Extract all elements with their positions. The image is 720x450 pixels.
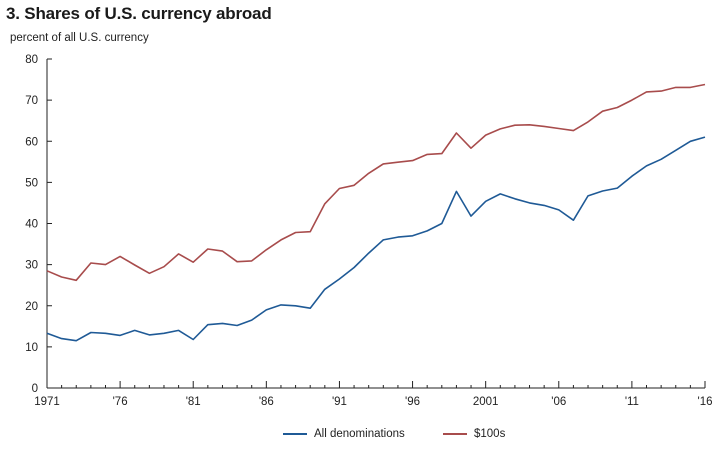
x-tick-label-2011: '11 — [625, 396, 639, 408]
x-tick-label-1991: '91 — [332, 396, 347, 408]
series-line-all-denominations — [46, 136, 706, 342]
y-tick-label-50: 50 — [25, 177, 38, 189]
x-tick-label-1986: '86 — [259, 396, 274, 408]
x-tick-label-1996: '96 — [405, 396, 420, 408]
y-tick-label-60: 60 — [25, 136, 38, 148]
legend-item-100s: $100s — [443, 428, 505, 440]
legend-label-100s: $100s — [474, 428, 506, 440]
legend: All denominations $100s — [0, 428, 720, 444]
legend-label-all-denominations: All denominations — [314, 428, 405, 440]
y-tick-label-80: 80 — [25, 54, 38, 66]
x-tick-label-2001: 2001 — [473, 396, 499, 408]
legend-item-all-denominations: All denominations — [283, 428, 405, 440]
x-tick-label-1976: '76 — [113, 396, 128, 408]
y-tick-label-20: 20 — [25, 301, 38, 313]
y-tick-label-0: 0 — [32, 383, 38, 395]
legend-swatch-all-denominations — [283, 433, 307, 435]
y-tick-label-40: 40 — [25, 219, 38, 231]
y-tick-label-30: 30 — [25, 260, 38, 272]
legend-swatch-100s — [443, 433, 467, 435]
x-tick-label-1971: 1971 — [34, 396, 60, 408]
y-tick-label-10: 10 — [25, 342, 38, 354]
x-tick-label-1981: '81 — [186, 396, 201, 408]
y-tick-label-70: 70 — [25, 95, 38, 107]
x-tick-label-2016: '16 — [698, 396, 713, 408]
y-axis-label: percent of all U.S. currency — [10, 32, 149, 44]
chart-title: 3. Shares of U.S. currency abroad — [6, 4, 272, 23]
x-tick-label-2006: '06 — [551, 396, 566, 408]
series-line-100s — [46, 83, 706, 282]
